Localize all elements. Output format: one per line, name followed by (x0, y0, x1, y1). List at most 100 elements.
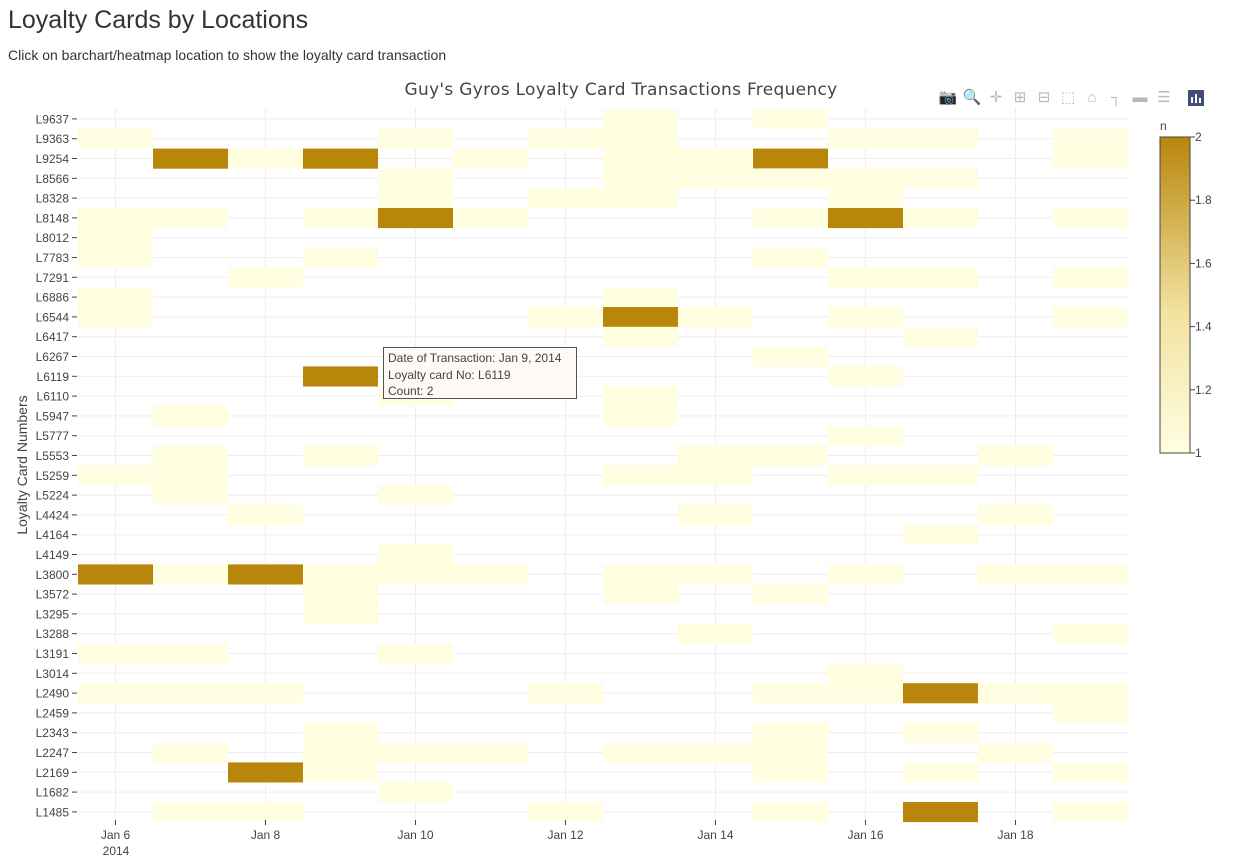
heatmap-cell[interactable] (753, 445, 828, 466)
heatmap-cell[interactable] (903, 326, 978, 347)
heatmap-cell[interactable] (978, 683, 1053, 704)
heatmap-cell[interactable] (528, 188, 603, 209)
heatmap-cell[interactable] (903, 128, 978, 149)
reset-axes-icon[interactable]: ⌂ (1087, 89, 1097, 106)
heatmap-cell[interactable] (228, 564, 303, 585)
heatmap-cell[interactable] (828, 267, 903, 288)
heatmap-cell[interactable] (153, 683, 228, 704)
heatmap-cell[interactable] (753, 247, 828, 268)
heatmap-cell[interactable] (753, 802, 828, 823)
heatmap-cell[interactable] (828, 128, 903, 149)
heatmap-cell[interactable] (1053, 128, 1128, 149)
heatmap-cell[interactable] (903, 683, 978, 704)
heatmap-cell[interactable] (153, 445, 228, 466)
heatmap-cell[interactable] (603, 326, 678, 347)
heatmap-cell[interactable] (753, 208, 828, 229)
heatmap-cell[interactable] (303, 247, 378, 268)
heatmap-cell[interactable] (378, 742, 453, 763)
heatmap-cell[interactable] (303, 762, 378, 783)
heatmap-cell[interactable] (753, 762, 828, 783)
heatmap-cell[interactable] (78, 287, 153, 308)
heatmap-cell[interactable] (1053, 307, 1128, 328)
heatmap-cell[interactable] (453, 148, 528, 169)
heatmap-cell[interactable] (753, 148, 828, 169)
heatmap-cell[interactable] (378, 485, 453, 506)
heatmap-cell[interactable] (528, 307, 603, 328)
heatmap-cell[interactable] (603, 188, 678, 209)
heatmap-cell[interactable] (753, 584, 828, 605)
heatmap-cell[interactable] (228, 802, 303, 823)
heatmap-cell[interactable] (828, 208, 903, 229)
heatmap-cell[interactable] (228, 505, 303, 526)
heatmap-cell[interactable] (903, 802, 978, 823)
heatmap-cell[interactable] (603, 307, 678, 328)
heatmap-cell[interactable] (1053, 208, 1128, 229)
heatmap-cell[interactable] (303, 445, 378, 466)
spike-lines-icon[interactable]: ┐ (1110, 89, 1122, 106)
heatmap-cell[interactable] (453, 208, 528, 229)
heatmap-cell[interactable] (78, 128, 153, 149)
heatmap-cell[interactable] (78, 208, 153, 229)
heatmap-cell[interactable] (978, 445, 1053, 466)
heatmap-cell[interactable] (603, 109, 678, 130)
heatmap-cell[interactable] (678, 148, 753, 169)
heatmap-cell[interactable] (78, 564, 153, 585)
heatmap-cell[interactable] (303, 604, 378, 625)
heatmap-cell[interactable] (828, 564, 903, 585)
heatmap-cell[interactable] (978, 564, 1053, 585)
heatmap-cell[interactable] (978, 505, 1053, 526)
plotly-logo[interactable] (1188, 90, 1204, 106)
pan-icon[interactable]: ✛ (989, 89, 1003, 106)
heatmap-cell[interactable] (603, 287, 678, 308)
heatmap-cell[interactable] (228, 148, 303, 169)
heatmap-cell[interactable] (903, 762, 978, 783)
heatmap-cell[interactable] (153, 208, 228, 229)
camera-icon[interactable]: 📷 (938, 89, 958, 106)
heatmap-cell[interactable] (78, 247, 153, 268)
heatmap-cell[interactable] (1053, 802, 1128, 823)
heatmap-cell[interactable] (153, 742, 228, 763)
heatmap-cell[interactable] (153, 564, 228, 585)
heatmap-cell[interactable] (828, 663, 903, 684)
heatmap-cell[interactable] (153, 406, 228, 427)
heatmap-cell[interactable] (303, 208, 378, 229)
heatmap-cell[interactable] (228, 683, 303, 704)
heatmap-cell[interactable] (603, 564, 678, 585)
heatmap-cell[interactable] (378, 208, 453, 229)
heatmap-cell[interactable] (78, 643, 153, 664)
heatmap-cell[interactable] (153, 485, 228, 506)
heatmap-cell[interactable] (1053, 267, 1128, 288)
heatmap-cell[interactable] (903, 524, 978, 545)
heatmap-cell[interactable] (228, 762, 303, 783)
heatmap-cell[interactable] (78, 465, 153, 486)
heatmap-cell[interactable] (1053, 683, 1128, 704)
heatmap-cell[interactable] (678, 623, 753, 644)
heatmap-cell[interactable] (828, 168, 903, 189)
heatmap-cell[interactable] (828, 683, 903, 704)
heatmap-cell[interactable] (828, 188, 903, 209)
heatmap-cell[interactable] (903, 208, 978, 229)
heatmap-cell[interactable] (678, 465, 753, 486)
heatmap-cell[interactable] (528, 128, 603, 149)
heatmap-cell[interactable] (1053, 623, 1128, 644)
heatmap-cell[interactable] (603, 742, 678, 763)
hover-compare-icon[interactable]: ☰ (1157, 89, 1171, 106)
zoom-out-icon[interactable]: ⊟ (1037, 89, 1051, 106)
heatmap-cell[interactable] (78, 307, 153, 328)
heatmap-cell[interactable] (753, 168, 828, 189)
heatmap-cell[interactable] (753, 683, 828, 704)
heatmap-cell[interactable] (828, 425, 903, 446)
zoom-in-icon[interactable]: ⊞ (1013, 89, 1027, 106)
heatmap-cell[interactable] (378, 782, 453, 803)
heatmap-cell[interactable] (678, 445, 753, 466)
heatmap-cell[interactable] (603, 148, 678, 169)
heatmap-cell[interactable] (978, 742, 1053, 763)
zoom-icon[interactable]: 🔍 (962, 89, 982, 106)
heatmap-cell[interactable] (603, 465, 678, 486)
heatmap-cell[interactable] (378, 564, 453, 585)
heatmap-cell[interactable] (153, 465, 228, 486)
heatmap-cell[interactable] (303, 564, 378, 585)
heatmap-cell[interactable] (303, 366, 378, 387)
heatmap-cell[interactable] (603, 168, 678, 189)
